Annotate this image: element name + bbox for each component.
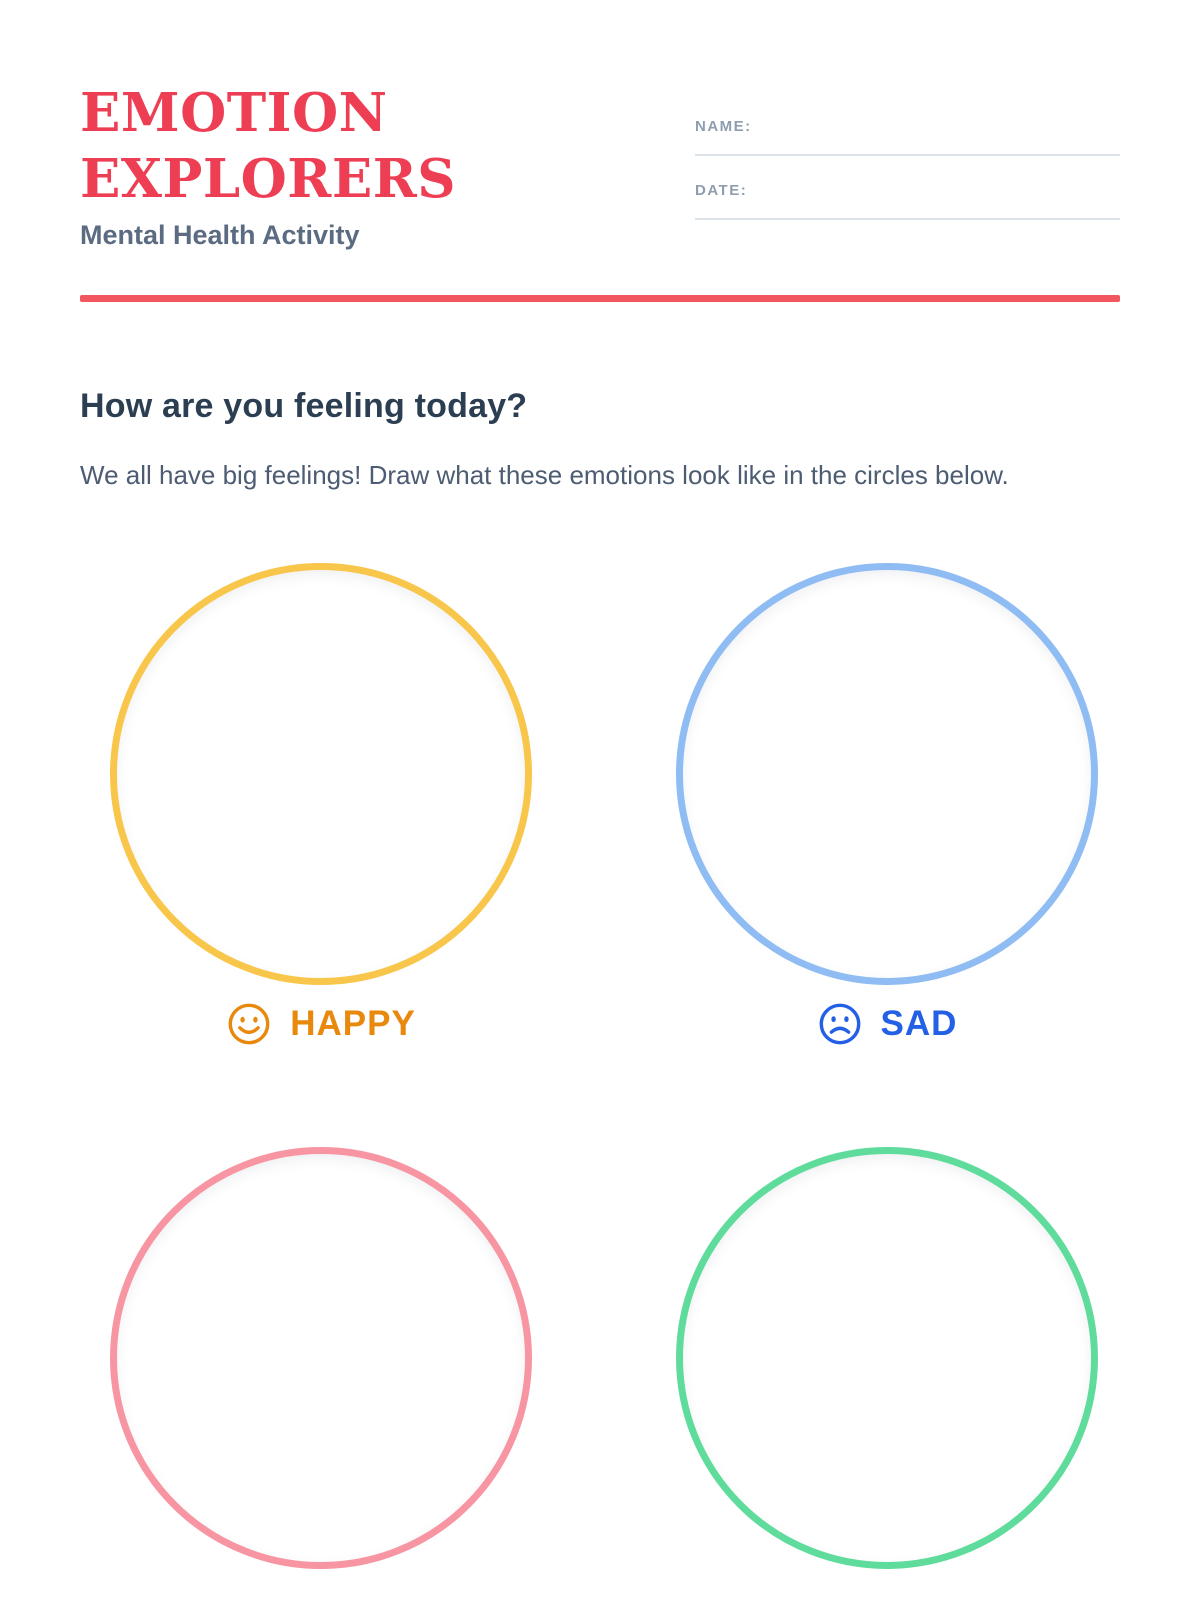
instructions-text: We all have big feelings! Draw what thes… <box>80 460 1009 490</box>
date-label: DATE: <box>695 182 748 199</box>
divider-rule <box>80 295 1120 302</box>
page-title-line1: EMOTION <box>80 82 388 144</box>
happy-cell: HAPPY <box>80 563 600 1047</box>
happy-caption: HAPPY <box>110 1001 532 1047</box>
title-block: EMOTION EXPLORERS Mental Health Activity <box>80 80 456 250</box>
sad-label: SAD <box>880 1004 958 1043</box>
sad-drawing-circle[interactable] <box>676 563 1098 985</box>
happy-drawing-circle[interactable] <box>110 563 532 985</box>
emotion-drawing-circle-4[interactable] <box>676 1147 1098 1569</box>
emotion-cell-3 <box>80 1147 600 1569</box>
sad-cell: SAD <box>600 563 1120 1047</box>
happy-face-icon <box>226 1001 272 1047</box>
page-title-line2: EXPLORERS <box>80 148 457 210</box>
name-input-line[interactable] <box>695 154 1120 156</box>
name-field: NAME: <box>695 118 1120 156</box>
emotion-cell-4 <box>600 1147 1120 1569</box>
header: EMOTION EXPLORERS Mental Health Activity… <box>80 80 1120 250</box>
sad-caption: SAD <box>676 1001 1098 1047</box>
page-title: EMOTION EXPLORERS <box>80 80 456 212</box>
date-field: DATE: <box>695 182 1120 220</box>
date-input-line[interactable] <box>695 218 1120 220</box>
emotion-drawing-circle-3[interactable] <box>110 1147 532 1569</box>
sad-face-icon <box>817 1001 863 1047</box>
page-subtitle: Mental Health Activity <box>80 220 360 250</box>
name-date-block: NAME: DATE: <box>695 80 1120 220</box>
happy-label: HAPPY <box>290 1004 416 1043</box>
section-heading: How are you feeling today? <box>80 387 528 425</box>
emotion-circles-grid: HAPPY SAD <box>80 563 1120 1569</box>
name-label: NAME: <box>695 118 752 135</box>
